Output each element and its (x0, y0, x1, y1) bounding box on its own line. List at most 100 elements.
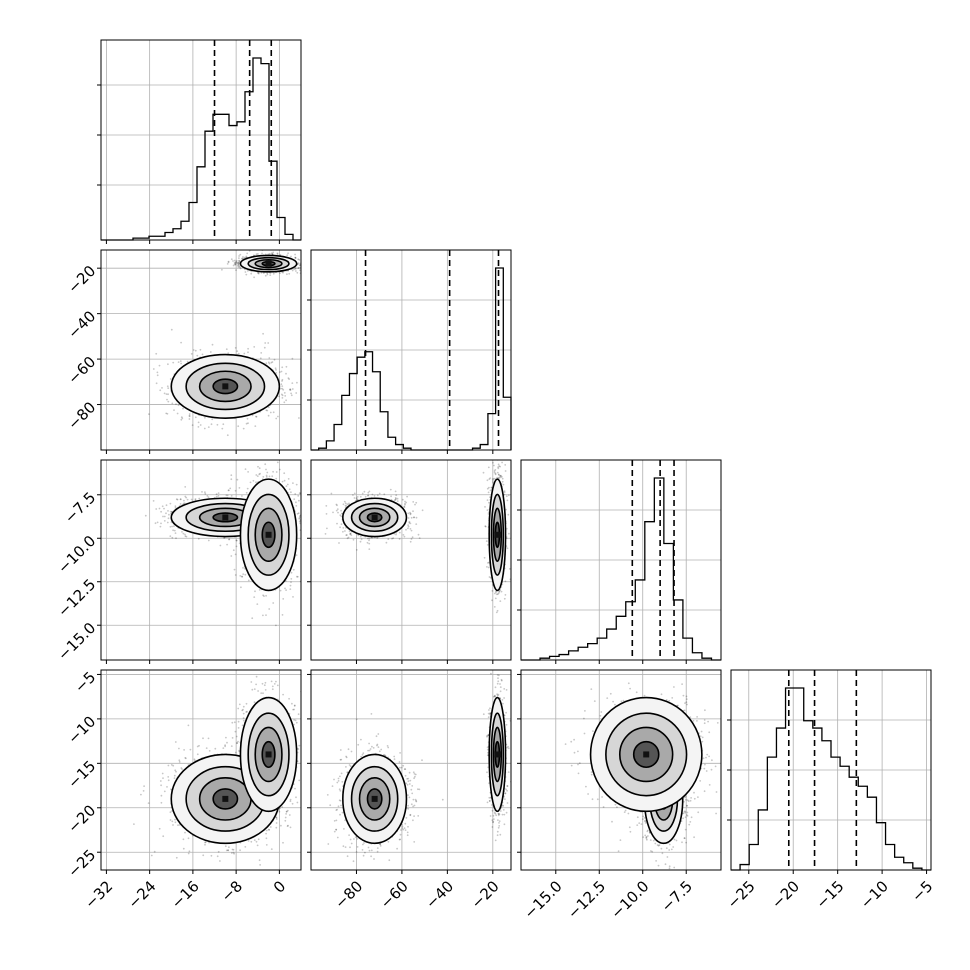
scatter-point (179, 498, 182, 500)
scatter-point (266, 471, 269, 474)
scatter-point (167, 363, 169, 366)
scatter-point (288, 378, 290, 380)
scatter-point (265, 614, 267, 616)
scatter-point (211, 418, 214, 421)
scatter-panel-2-1 (307, 459, 512, 664)
scatter-point (284, 587, 286, 590)
scatter-point (255, 253, 258, 256)
scatter-point (161, 505, 164, 508)
scatter-point (184, 486, 187, 488)
scatter-point (165, 412, 168, 415)
scatter-point (235, 261, 237, 263)
histogram-series (311, 267, 512, 451)
scatter-point (281, 480, 284, 483)
scatter-point (170, 328, 173, 331)
scatter-point (167, 387, 170, 390)
scatter-point (308, 267, 310, 269)
scatter-point (285, 372, 287, 375)
scatter-point (165, 504, 168, 507)
scatter-point (174, 506, 177, 509)
scatter-point (268, 608, 271, 610)
scatter-point (244, 468, 247, 470)
scatter-panel-2-0 (97, 458, 305, 664)
scatter-point (394, 497, 397, 499)
scatter-point (237, 425, 240, 428)
scatter-point (180, 416, 183, 419)
scatter-point (234, 263, 237, 265)
scatter-point (303, 257, 305, 259)
scatter-point (196, 354, 199, 357)
scatter-point (234, 553, 237, 556)
scatter-point (180, 341, 183, 344)
scatter-point (160, 522, 162, 525)
scatter-point (217, 495, 220, 497)
scatter-point (296, 271, 299, 274)
scatter-point (264, 274, 267, 277)
scatter-point (340, 523, 343, 526)
scatter-point (254, 458, 256, 460)
scatter-point (169, 535, 172, 537)
scatter-point (175, 498, 178, 501)
scatter-point (489, 576, 492, 579)
scatter-point (163, 392, 166, 395)
scatter-point (279, 272, 281, 274)
scatter-point (227, 489, 230, 492)
scatter-point (270, 361, 273, 364)
scatter-point (243, 256, 246, 259)
scatter-point (221, 427, 224, 430)
scatter-point (253, 346, 256, 348)
scatter-point (276, 252, 279, 255)
scatter-point (280, 383, 283, 386)
scatter-point (268, 357, 271, 359)
scatter-point (298, 516, 301, 519)
scatter-point (304, 269, 306, 271)
scatter-point (222, 423, 225, 426)
scatter-point (284, 395, 287, 397)
scatter-point (188, 413, 191, 415)
scatter-point (182, 407, 184, 410)
scatter-point (166, 385, 169, 388)
scatter-point (216, 423, 219, 426)
scatter-point (238, 257, 240, 259)
scatter-point (303, 254, 305, 256)
scatter-point (175, 403, 177, 406)
scatter-point (264, 463, 267, 466)
scatter-point (276, 253, 279, 256)
scatter-point (215, 495, 218, 498)
scatter-point (296, 381, 298, 384)
scatter-point (488, 478, 491, 480)
scatter-point (283, 472, 286, 475)
scatter-point (242, 256, 244, 258)
scatter-point (294, 257, 297, 259)
scatter-point (491, 478, 494, 481)
scatter-point (172, 529, 175, 532)
scatter-point (281, 387, 284, 390)
scatter-point (303, 505, 305, 507)
scatter-point (266, 273, 269, 276)
scatter-point (395, 497, 397, 500)
scatter-point (298, 499, 300, 502)
scatter-point (293, 498, 296, 501)
scatter-point (296, 575, 298, 578)
scatter-point (188, 418, 191, 420)
scatter-point (265, 594, 267, 597)
scatter-point (247, 471, 250, 473)
scatter-point (257, 465, 259, 468)
scatter-point (241, 257, 244, 260)
scatter-point (269, 411, 272, 414)
scatter-point (155, 508, 158, 510)
scatter-point (271, 361, 274, 363)
scatter-point (215, 493, 218, 496)
scatter-point (179, 503, 182, 505)
scatter-point (281, 394, 284, 397)
density-area (148, 250, 310, 437)
scatter-point (236, 262, 239, 264)
scatter-point (352, 494, 354, 496)
scatter-point (290, 392, 292, 395)
scatter-point (288, 488, 291, 491)
scatter-point (294, 253, 296, 256)
scatter-point (294, 256, 297, 259)
scatter-point (234, 574, 237, 576)
scatter-point (243, 352, 246, 355)
scatter-point (297, 267, 300, 269)
